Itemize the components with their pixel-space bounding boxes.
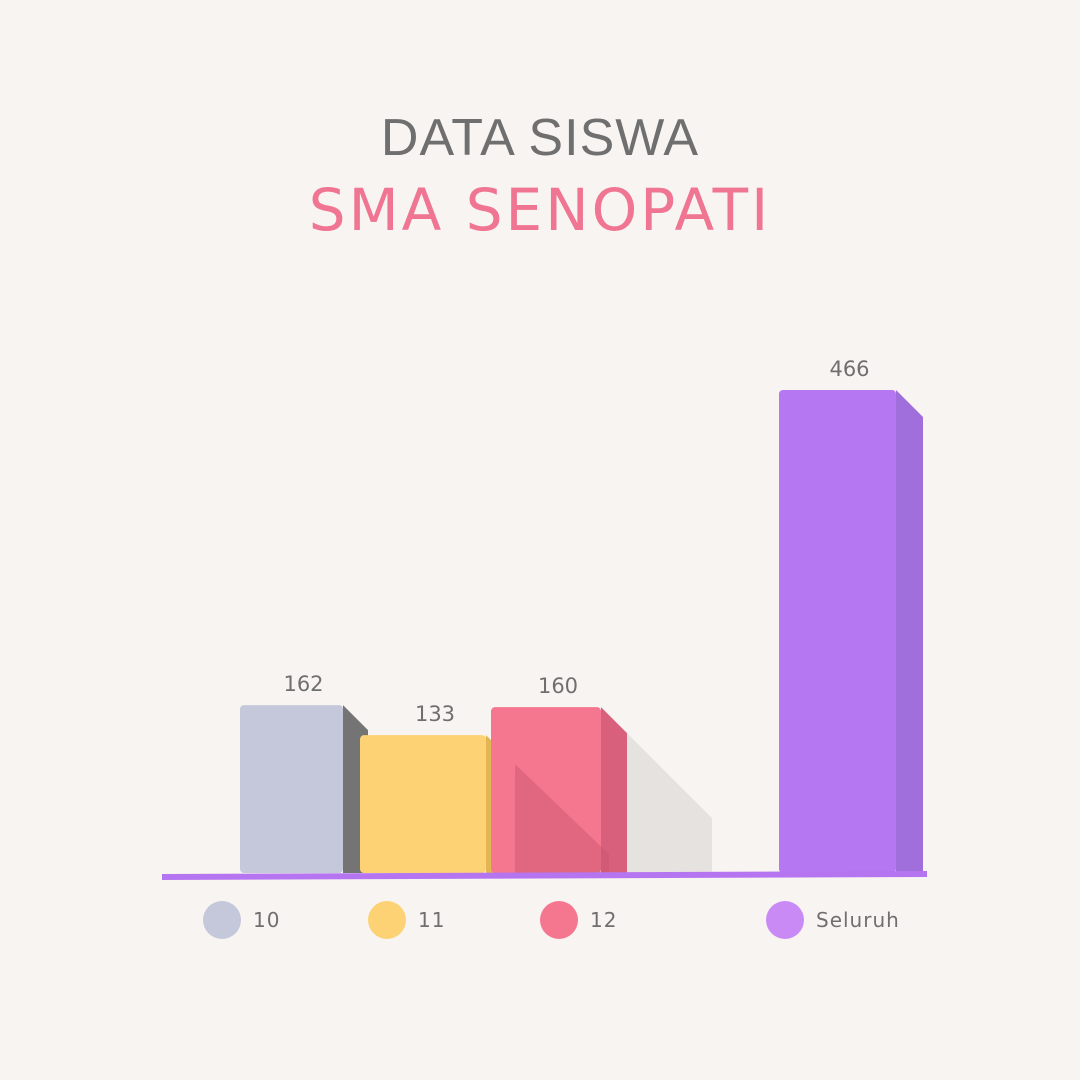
legend-swatch-11 xyxy=(368,901,406,939)
legend-item-11: 11 xyxy=(368,900,445,940)
value-label-11: 133 xyxy=(415,702,455,726)
chart-legend: 10 11 12 Seluruh xyxy=(0,900,1080,940)
legend-label-12: 12 xyxy=(590,908,618,932)
bar-side-12 xyxy=(601,707,627,873)
bar-side-seluruh xyxy=(896,390,923,873)
chart-baseline xyxy=(161,871,928,880)
legend-item-seluruh: Seluruh xyxy=(766,900,900,940)
bar-shadow-12 xyxy=(627,733,712,873)
bar-seluruh xyxy=(779,390,896,873)
legend-swatch-10 xyxy=(203,901,241,939)
bar-12 xyxy=(491,707,601,873)
chart-title: DATA SISWA xyxy=(380,109,700,167)
value-label-seluruh: 466 xyxy=(829,357,869,381)
bar-overlap-shadow-11 xyxy=(515,764,609,873)
legend-item-10: 10 xyxy=(203,900,280,940)
legend-item-12: 12 xyxy=(540,900,617,940)
legend-label-seluruh: Seluruh xyxy=(816,908,900,932)
legend-swatch-12 xyxy=(540,901,578,939)
legend-label-10: 10 xyxy=(253,908,281,932)
bar-10 xyxy=(240,705,343,873)
value-label-12: 160 xyxy=(538,674,578,698)
value-label-10: 162 xyxy=(283,672,323,696)
legend-swatch-seluruh xyxy=(766,901,804,939)
chart-subtitle: SMA SENOPATI xyxy=(308,176,772,244)
legend-label-11: 11 xyxy=(418,908,446,932)
bar-11 xyxy=(360,735,486,873)
